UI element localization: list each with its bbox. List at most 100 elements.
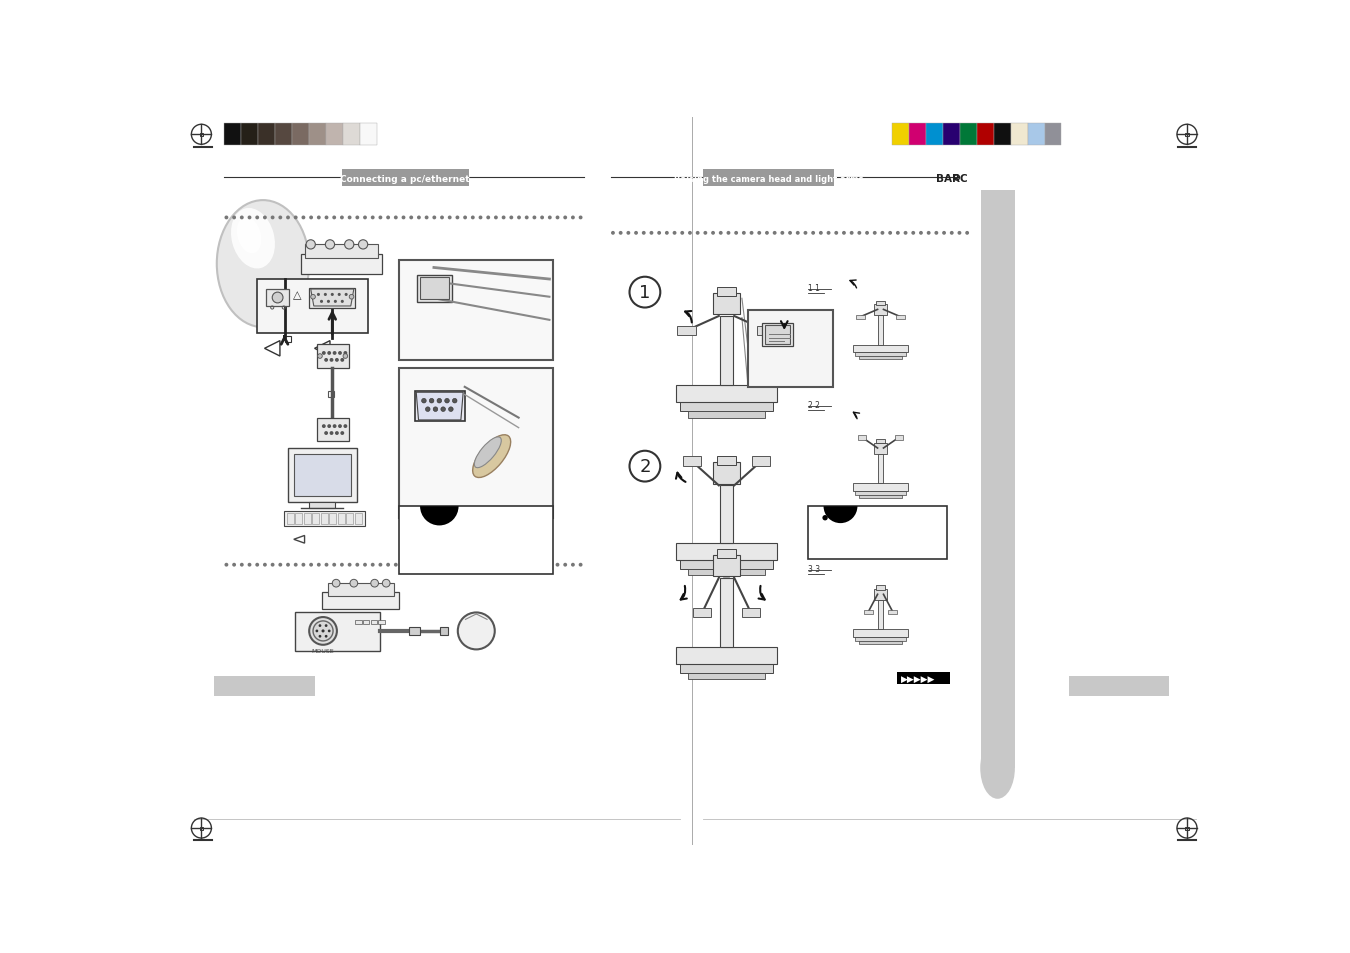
Circle shape — [335, 432, 339, 436]
Circle shape — [849, 232, 853, 235]
Circle shape — [247, 563, 251, 567]
Bar — [378, 620, 385, 624]
Bar — [215, 676, 315, 696]
Bar — [688, 674, 765, 679]
Circle shape — [344, 240, 354, 250]
Wedge shape — [420, 507, 459, 526]
Text: 1 1: 1 1 — [809, 284, 819, 293]
Bar — [1027, 124, 1045, 146]
Bar — [942, 124, 960, 146]
Bar — [909, 124, 926, 146]
Bar — [876, 586, 884, 590]
Circle shape — [437, 399, 441, 403]
Circle shape — [571, 563, 575, 567]
Circle shape — [309, 216, 313, 220]
Circle shape — [458, 613, 494, 650]
Bar — [680, 664, 772, 674]
Bar — [284, 511, 364, 527]
Circle shape — [310, 295, 316, 300]
Circle shape — [255, 563, 259, 567]
Circle shape — [327, 425, 331, 429]
Circle shape — [332, 579, 340, 587]
Circle shape — [680, 232, 684, 235]
Circle shape — [394, 563, 398, 567]
Bar — [860, 496, 902, 498]
Bar — [876, 301, 884, 305]
Bar — [676, 543, 776, 560]
Bar — [878, 315, 883, 345]
Circle shape — [348, 563, 351, 567]
Circle shape — [822, 516, 828, 521]
Circle shape — [332, 216, 336, 220]
Circle shape — [532, 563, 536, 567]
Circle shape — [942, 232, 946, 235]
Bar — [312, 514, 319, 524]
Bar — [296, 613, 381, 651]
Circle shape — [641, 232, 645, 235]
Circle shape — [325, 240, 335, 250]
Ellipse shape — [231, 209, 275, 269]
Text: △: △ — [293, 290, 301, 300]
Bar — [417, 275, 452, 303]
Circle shape — [471, 216, 475, 220]
Bar — [856, 315, 865, 319]
Circle shape — [796, 232, 799, 235]
Bar — [1069, 676, 1169, 696]
Bar — [355, 620, 362, 624]
Circle shape — [401, 216, 405, 220]
Circle shape — [321, 630, 324, 633]
Bar — [721, 578, 733, 647]
Bar — [258, 124, 275, 146]
Circle shape — [317, 563, 321, 567]
Circle shape — [343, 425, 347, 429]
Circle shape — [579, 216, 583, 220]
Circle shape — [338, 425, 342, 429]
Circle shape — [957, 232, 961, 235]
Circle shape — [294, 216, 297, 220]
Text: BARC: BARC — [936, 174, 968, 184]
Bar — [855, 638, 906, 641]
Bar — [859, 436, 867, 440]
Bar — [440, 627, 448, 635]
Bar — [329, 514, 336, 524]
Circle shape — [240, 216, 244, 220]
Bar — [409, 627, 420, 635]
Bar — [693, 608, 711, 618]
Circle shape — [934, 232, 938, 235]
Circle shape — [563, 216, 567, 220]
Bar — [346, 514, 354, 524]
Bar — [892, 124, 909, 146]
Circle shape — [629, 452, 660, 482]
Circle shape — [579, 563, 583, 567]
Circle shape — [532, 216, 536, 220]
Bar — [400, 368, 554, 518]
Circle shape — [509, 216, 513, 220]
Circle shape — [965, 232, 969, 235]
Circle shape — [433, 408, 437, 412]
Circle shape — [371, 216, 375, 220]
Circle shape — [666, 232, 668, 235]
Bar — [680, 403, 772, 412]
Circle shape — [811, 232, 815, 235]
Bar — [363, 620, 370, 624]
Circle shape — [355, 216, 359, 220]
Circle shape — [926, 232, 930, 235]
Bar — [301, 255, 382, 274]
Circle shape — [950, 232, 953, 235]
Circle shape — [319, 636, 321, 638]
Bar — [757, 327, 775, 335]
Bar — [888, 610, 896, 614]
Circle shape — [440, 563, 444, 567]
Circle shape — [317, 294, 320, 296]
Circle shape — [896, 232, 899, 235]
Bar — [285, 336, 290, 343]
Bar — [960, 124, 977, 146]
Wedge shape — [824, 507, 857, 523]
Bar — [286, 514, 294, 524]
Circle shape — [338, 352, 342, 355]
Circle shape — [448, 408, 454, 412]
Text: 2 2: 2 2 — [809, 400, 819, 410]
Circle shape — [873, 232, 876, 235]
Circle shape — [612, 232, 614, 235]
Circle shape — [255, 216, 259, 220]
